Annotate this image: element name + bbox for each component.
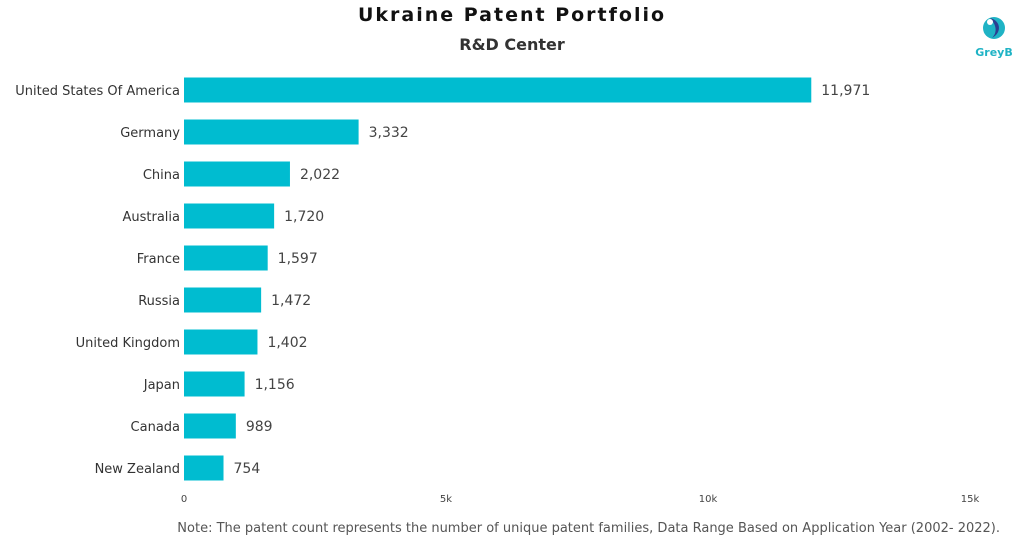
bar <box>184 119 359 145</box>
data-label: 11,971 <box>821 83 870 99</box>
category-label: Australia <box>122 210 180 225</box>
bar <box>184 203 275 229</box>
category-label: China <box>143 168 180 183</box>
chart-title: Ukraine Patent Portfolio <box>357 4 667 26</box>
data-label: 1,597 <box>278 251 318 267</box>
x-tick-label: 0 <box>181 494 187 505</box>
bar <box>184 455 224 481</box>
greyb-logo-icon <box>983 17 1005 39</box>
category-label: Germany <box>120 126 180 141</box>
bar <box>184 245 268 271</box>
data-label: 1,472 <box>271 293 311 309</box>
bar <box>184 287 262 313</box>
x-tick-label: 15k <box>961 494 980 505</box>
data-label: 1,156 <box>255 377 295 393</box>
greyb-logo: GreyB <box>970 10 1018 64</box>
data-label: 3,332 <box>369 125 409 141</box>
x-tick-label: 5k <box>440 494 452 505</box>
data-label: 754 <box>234 461 261 477</box>
category-label: Canada <box>131 420 180 435</box>
category-label: France <box>137 252 180 267</box>
bar <box>184 77 812 103</box>
category-label: Japan <box>143 378 180 393</box>
x-tick-label: 10k <box>699 494 718 505</box>
data-label: 1,402 <box>267 335 307 351</box>
bar <box>184 371 245 397</box>
bar <box>184 329 258 355</box>
chart-subtitle: R&D Center <box>459 35 565 54</box>
category-label: United States Of America <box>15 84 180 99</box>
data-label: 989 <box>246 419 273 435</box>
data-label: 1,720 <box>284 209 324 225</box>
category-label: Russia <box>138 294 180 309</box>
bar <box>184 161 290 187</box>
logo-text: GreyB <box>975 46 1013 59</box>
data-label: 2,022 <box>300 167 340 183</box>
category-label: United Kingdom <box>76 336 180 351</box>
footnote: Note: The patent count represents the nu… <box>177 521 1000 536</box>
bar <box>184 413 236 439</box>
category-label: New Zealand <box>95 462 180 477</box>
